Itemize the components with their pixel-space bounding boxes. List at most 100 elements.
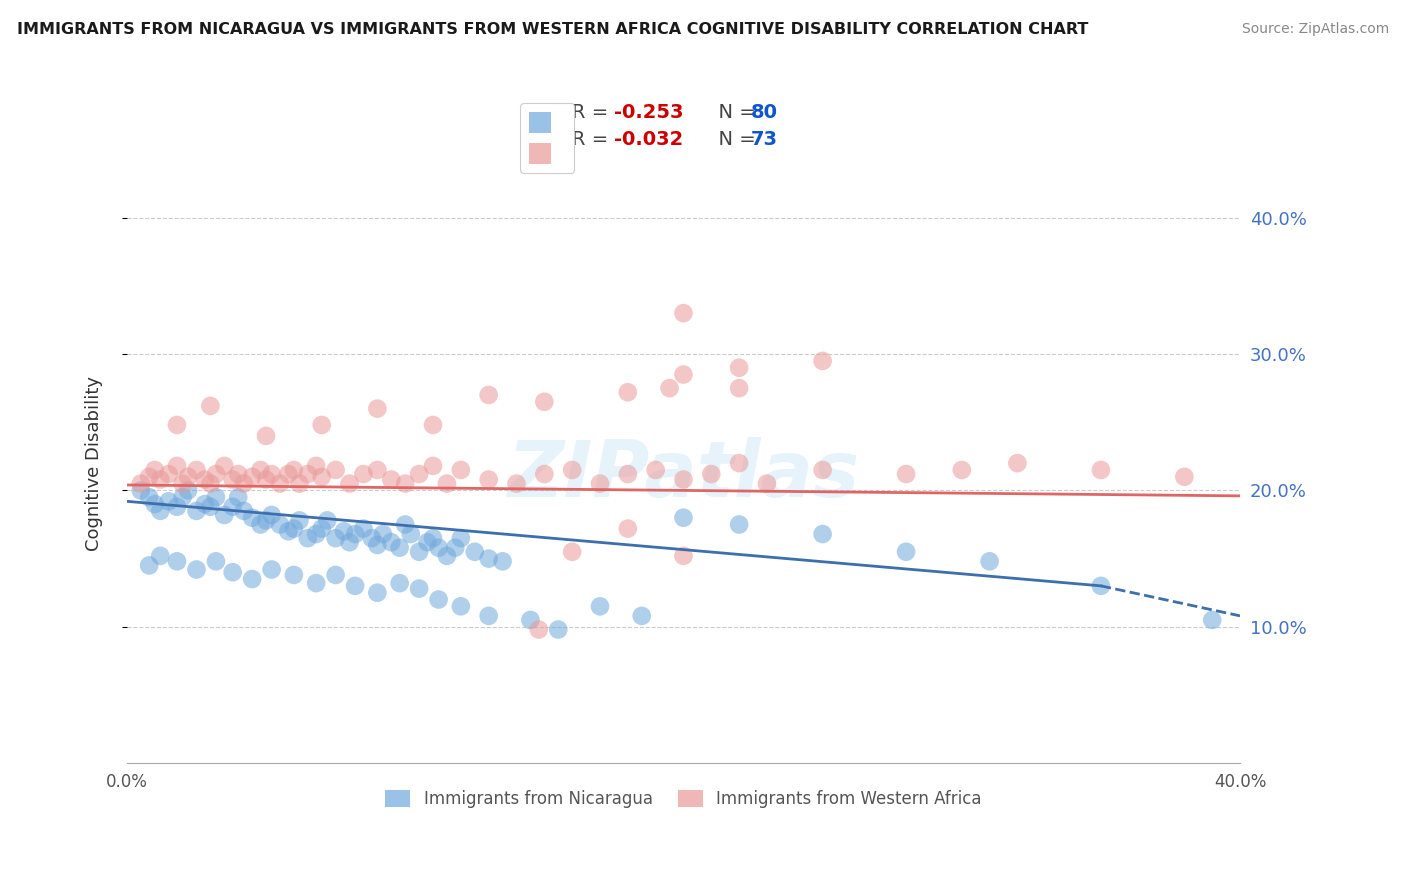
Point bbox=[339, 476, 361, 491]
Point bbox=[254, 429, 277, 443]
Point bbox=[200, 500, 222, 514]
Point bbox=[249, 463, 271, 477]
Point bbox=[408, 467, 430, 481]
Point bbox=[617, 385, 640, 400]
Point bbox=[311, 470, 333, 484]
Point bbox=[450, 599, 472, 614]
Point bbox=[186, 504, 208, 518]
Point bbox=[283, 568, 305, 582]
Text: R =: R = bbox=[572, 129, 614, 149]
Point bbox=[214, 458, 236, 473]
Point bbox=[388, 541, 411, 555]
Point bbox=[305, 576, 328, 591]
Point bbox=[240, 510, 263, 524]
Point bbox=[221, 566, 243, 580]
Point bbox=[617, 467, 640, 481]
Point bbox=[450, 531, 472, 545]
Point bbox=[1173, 470, 1195, 484]
Legend: Immigrants from Nicaragua, Immigrants from Western Africa: Immigrants from Nicaragua, Immigrants fr… bbox=[378, 783, 988, 814]
Point bbox=[311, 417, 333, 432]
Point bbox=[360, 531, 382, 545]
Point bbox=[658, 381, 681, 395]
Point bbox=[388, 576, 411, 591]
Point bbox=[811, 463, 834, 477]
Point bbox=[143, 463, 166, 477]
Point bbox=[394, 476, 416, 491]
Point bbox=[205, 554, 228, 568]
Point bbox=[333, 524, 356, 539]
Point bbox=[527, 623, 550, 637]
Point bbox=[138, 490, 160, 504]
Point bbox=[399, 527, 422, 541]
Point bbox=[214, 508, 236, 522]
Y-axis label: Cognitive Disability: Cognitive Disability bbox=[86, 376, 103, 550]
Point bbox=[672, 549, 695, 563]
Text: N =: N = bbox=[706, 129, 762, 149]
Point bbox=[311, 522, 333, 536]
Point bbox=[232, 504, 254, 518]
Point bbox=[644, 463, 666, 477]
Point bbox=[1090, 463, 1112, 477]
Point bbox=[316, 513, 339, 527]
Point bbox=[630, 608, 652, 623]
Point bbox=[232, 476, 254, 491]
Point bbox=[205, 490, 228, 504]
Text: 73: 73 bbox=[751, 129, 778, 149]
Point bbox=[436, 549, 458, 563]
Point bbox=[436, 476, 458, 491]
Point bbox=[478, 388, 501, 402]
Point bbox=[194, 497, 217, 511]
Point bbox=[194, 473, 217, 487]
Text: IMMIGRANTS FROM NICARAGUA VS IMMIGRANTS FROM WESTERN AFRICA COGNITIVE DISABILITY: IMMIGRANTS FROM NICARAGUA VS IMMIGRANTS … bbox=[17, 22, 1088, 37]
Point bbox=[728, 517, 751, 532]
Point bbox=[138, 558, 160, 573]
Point bbox=[950, 463, 973, 477]
Point bbox=[478, 608, 501, 623]
Point bbox=[371, 527, 394, 541]
Point bbox=[728, 360, 751, 375]
Point bbox=[464, 545, 486, 559]
Point bbox=[672, 306, 695, 320]
Point bbox=[380, 473, 402, 487]
Point bbox=[408, 582, 430, 596]
Point bbox=[129, 476, 152, 491]
Point bbox=[226, 490, 249, 504]
Point bbox=[366, 463, 388, 477]
Point bbox=[240, 572, 263, 586]
Point bbox=[380, 535, 402, 549]
Point bbox=[277, 467, 299, 481]
Point bbox=[408, 545, 430, 559]
Point bbox=[177, 483, 200, 498]
Point bbox=[283, 463, 305, 477]
Point bbox=[1201, 613, 1223, 627]
Point bbox=[478, 473, 501, 487]
Point bbox=[305, 458, 328, 473]
Point bbox=[672, 473, 695, 487]
Point bbox=[366, 585, 388, 599]
Point bbox=[177, 470, 200, 484]
Point bbox=[269, 476, 291, 491]
Point bbox=[325, 463, 347, 477]
Point bbox=[427, 592, 450, 607]
Point bbox=[186, 463, 208, 477]
Point bbox=[353, 522, 375, 536]
Point bbox=[353, 467, 375, 481]
Point bbox=[394, 517, 416, 532]
Text: R =: R = bbox=[572, 103, 614, 121]
Point bbox=[205, 467, 228, 481]
Point bbox=[894, 467, 917, 481]
Point bbox=[533, 467, 555, 481]
Point bbox=[533, 394, 555, 409]
Point bbox=[172, 476, 194, 491]
Point bbox=[344, 579, 367, 593]
Point bbox=[288, 476, 311, 491]
Point bbox=[366, 538, 388, 552]
Text: Source: ZipAtlas.com: Source: ZipAtlas.com bbox=[1241, 22, 1389, 37]
Point bbox=[589, 476, 612, 491]
Point bbox=[1090, 579, 1112, 593]
Point bbox=[979, 554, 1001, 568]
Point bbox=[811, 527, 834, 541]
Point bbox=[305, 527, 328, 541]
Point bbox=[149, 504, 172, 518]
Point bbox=[366, 401, 388, 416]
